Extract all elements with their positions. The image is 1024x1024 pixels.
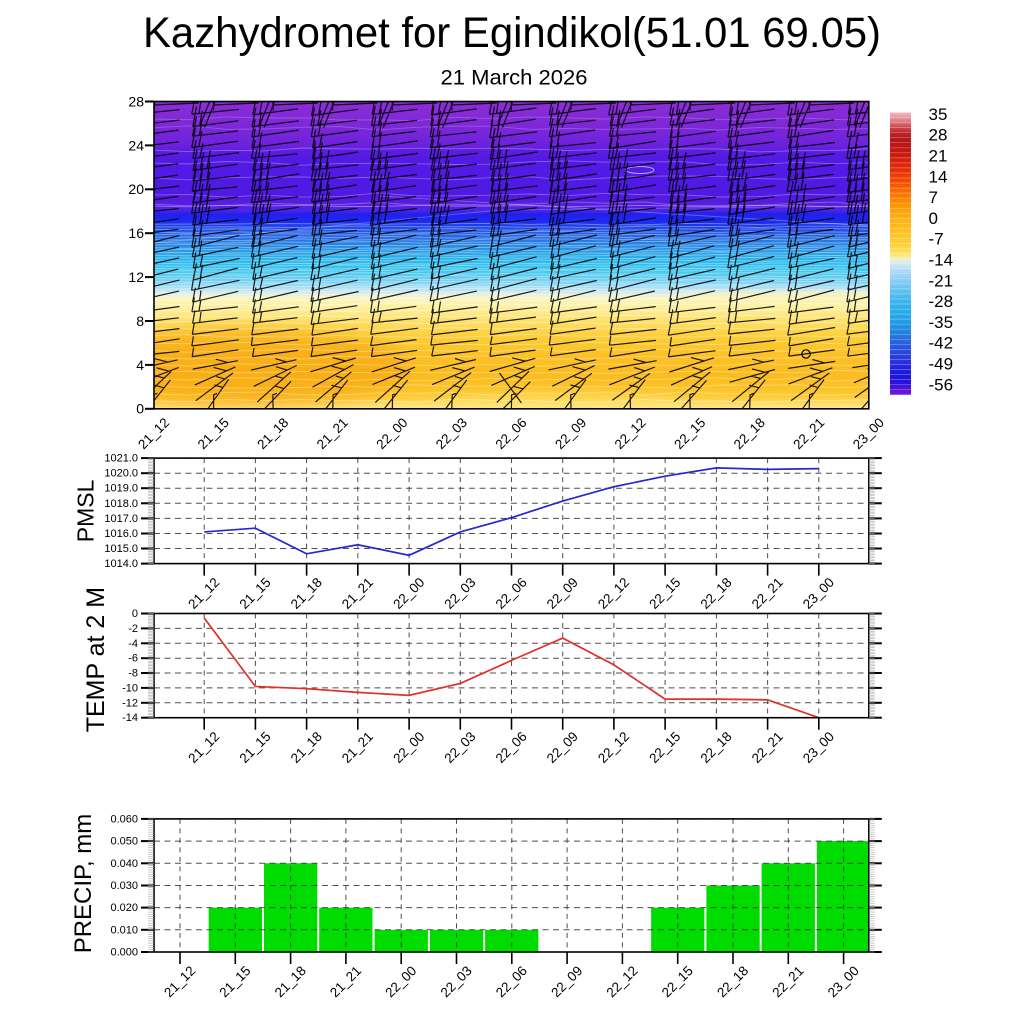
svg-text:PRECIP, mm: PRECIP, mm bbox=[70, 814, 97, 954]
svg-text:-21: -21 bbox=[929, 271, 954, 290]
svg-text:-12: -12 bbox=[122, 697, 138, 709]
svg-text:28: 28 bbox=[929, 126, 948, 145]
svg-text:0.040: 0.040 bbox=[110, 858, 138, 870]
svg-text:-6: -6 bbox=[128, 653, 138, 665]
svg-text:14: 14 bbox=[929, 167, 948, 186]
svg-text:21 March 2026: 21 March 2026 bbox=[441, 67, 588, 90]
svg-text:PMSL: PMSL bbox=[73, 479, 99, 542]
svg-text:1016.0: 1016.0 bbox=[104, 528, 138, 540]
svg-text:-14: -14 bbox=[122, 712, 138, 724]
svg-text:1018.0: 1018.0 bbox=[104, 498, 138, 510]
svg-text:4: 4 bbox=[136, 357, 144, 373]
svg-text:1021.0: 1021.0 bbox=[104, 453, 138, 465]
svg-text:-35: -35 bbox=[929, 313, 954, 332]
svg-text:12: 12 bbox=[128, 269, 144, 285]
svg-text:24: 24 bbox=[128, 137, 144, 153]
svg-text:35: 35 bbox=[929, 105, 948, 124]
svg-text:0.060: 0.060 bbox=[110, 813, 138, 825]
svg-text:0: 0 bbox=[929, 209, 938, 228]
svg-text:28: 28 bbox=[128, 93, 144, 109]
svg-text:-10: -10 bbox=[122, 682, 138, 694]
svg-text:1015.0: 1015.0 bbox=[104, 543, 138, 555]
svg-text:0.050: 0.050 bbox=[110, 836, 138, 848]
svg-text:1020.0: 1020.0 bbox=[104, 468, 138, 480]
svg-text:-2: -2 bbox=[128, 623, 138, 635]
svg-text:7: 7 bbox=[929, 188, 938, 207]
svg-text:-7: -7 bbox=[929, 230, 944, 249]
svg-text:16: 16 bbox=[128, 225, 144, 241]
svg-text:-42: -42 bbox=[929, 334, 954, 353]
svg-text:1019.0: 1019.0 bbox=[104, 483, 138, 495]
svg-text:0: 0 bbox=[136, 401, 144, 417]
svg-text:-49: -49 bbox=[929, 354, 954, 373]
svg-text:0.020: 0.020 bbox=[110, 902, 138, 914]
svg-text:0.030: 0.030 bbox=[110, 880, 138, 892]
svg-text:-8: -8 bbox=[128, 668, 138, 680]
svg-text:1017.0: 1017.0 bbox=[104, 513, 138, 525]
svg-text:20: 20 bbox=[128, 181, 144, 197]
svg-text:8: 8 bbox=[136, 313, 144, 329]
svg-text:-56: -56 bbox=[929, 375, 954, 394]
svg-text:-4: -4 bbox=[128, 638, 138, 650]
svg-text:-14: -14 bbox=[929, 250, 954, 269]
svg-text:-28: -28 bbox=[929, 292, 954, 311]
svg-text:0: 0 bbox=[132, 608, 138, 620]
svg-text:0.000: 0.000 bbox=[110, 947, 138, 959]
svg-text:21: 21 bbox=[929, 146, 948, 165]
svg-text:TEMP at 2 M: TEMP at 2 M bbox=[82, 587, 110, 732]
svg-text:1014.0: 1014.0 bbox=[104, 558, 138, 570]
svg-text:0.010: 0.010 bbox=[110, 924, 138, 936]
svg-text:Kazhydromet for Egindikol(51.0: Kazhydromet for Egindikol(51.01 69.05) bbox=[143, 9, 881, 57]
